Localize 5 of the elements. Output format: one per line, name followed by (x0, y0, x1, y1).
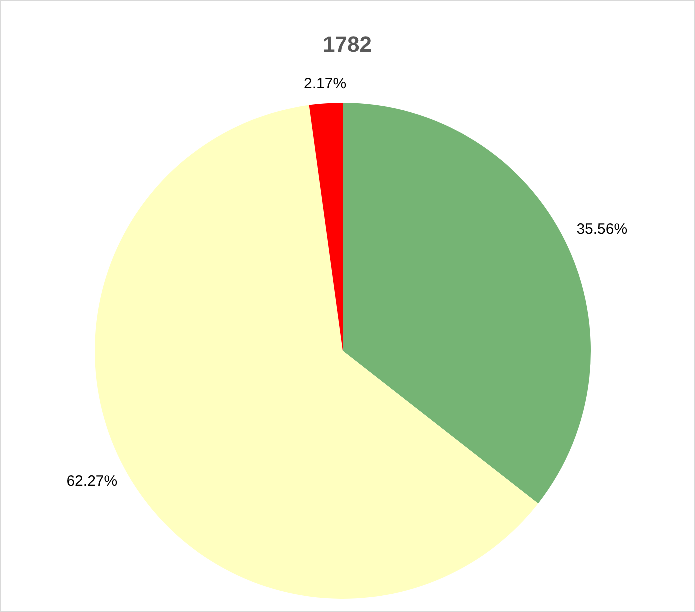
chart-title: 1782 (323, 32, 372, 57)
data-label: 35.56% (576, 221, 628, 238)
data-label: 62.27% (66, 472, 118, 490)
data-label: 2.17% (304, 76, 347, 93)
pie-slice (309, 103, 343, 351)
